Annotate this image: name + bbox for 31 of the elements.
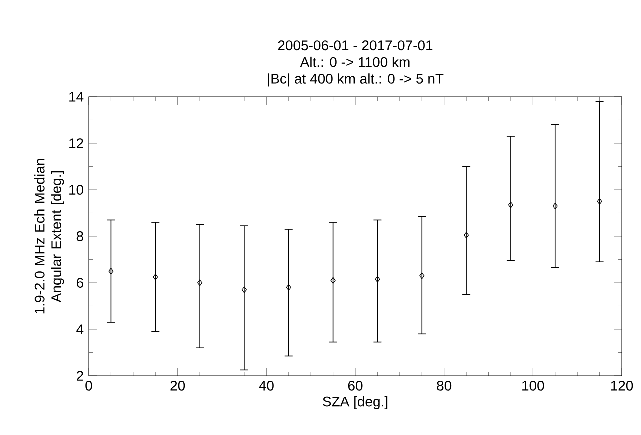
x-tick-label: 0 bbox=[86, 380, 92, 391]
chart-title: 2005-06-01 - 2017-07-01 bbox=[278, 40, 433, 51]
point bbox=[198, 280, 203, 286]
x-tick-label: 80 bbox=[437, 380, 452, 391]
x-tick-label: 120 bbox=[611, 380, 634, 391]
y-axis-title: 1.9-2.0 MHz Ech Median Angular Extent [deg.] bbox=[34, 159, 64, 314]
chart-subtitle: Alt.: 0 -> 1100 km bbox=[300, 56, 410, 68]
y-tick-label: 6 bbox=[76, 278, 84, 288]
point bbox=[108, 268, 114, 275]
y-tick-label: 4 bbox=[76, 324, 84, 334]
point bbox=[597, 198, 602, 205]
point bbox=[420, 272, 425, 280]
x-tick-label: 40 bbox=[259, 380, 274, 391]
point bbox=[286, 284, 292, 291]
point bbox=[508, 202, 514, 208]
y-tick-label: 8 bbox=[76, 232, 84, 242]
y-tick-label: 14 bbox=[70, 92, 84, 102]
text: |Bc| at 400 km alt.: 0 -> 5 nT bbox=[268, 74, 444, 87]
x-tick-label: 20 bbox=[170, 380, 186, 391]
x-axis-title: SZA [deg.] bbox=[323, 396, 388, 410]
point bbox=[330, 277, 336, 284]
point bbox=[242, 286, 247, 294]
point bbox=[464, 232, 470, 239]
point bbox=[375, 276, 380, 283]
y-tick-label: 2 bbox=[76, 371, 84, 381]
y-tick-label: 10 bbox=[70, 185, 84, 195]
x-tick-label: 100 bbox=[522, 380, 544, 391]
x-tick-label: 60 bbox=[348, 380, 363, 391]
y-tick-label: 12 bbox=[70, 138, 84, 148]
point bbox=[153, 274, 158, 280]
point bbox=[552, 203, 558, 210]
